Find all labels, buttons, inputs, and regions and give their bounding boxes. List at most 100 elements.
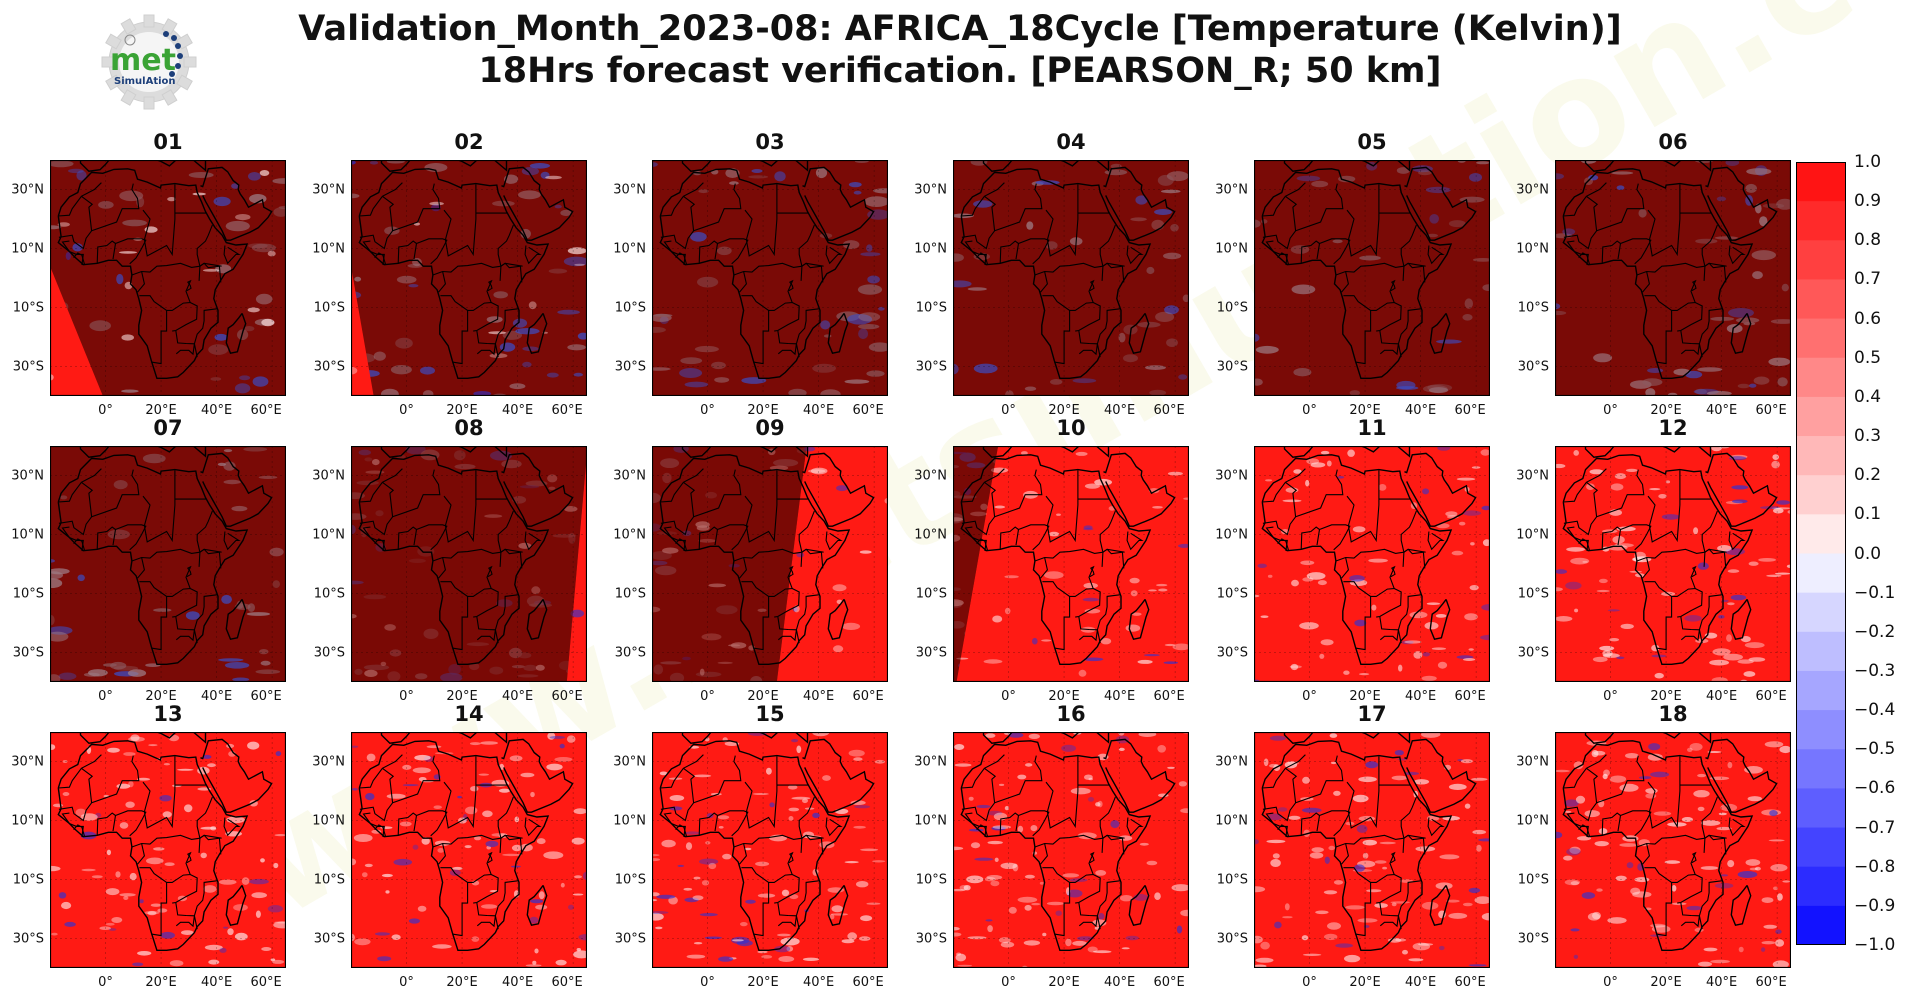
lon-tick-label: 60°E (250, 689, 282, 704)
colorbar-segment (1796, 710, 1846, 750)
panel-title: 02 (454, 130, 484, 154)
lon-tick-label: 40°E (501, 975, 534, 990)
lon-tick-label: 60°E (852, 975, 884, 990)
map-panel: 01 30°N 10°N 10°S 30°S 0° 20°E 40°E 60°E (11, 130, 286, 418)
lon-tick-label: 20°E (1349, 689, 1381, 704)
lat-tick-label: 30°N (11, 468, 44, 483)
map-field (953, 732, 1189, 968)
lat-tick-label: 10°S (915, 872, 947, 887)
lat-tick-label: 10°N (1516, 527, 1549, 542)
colorbar-tick-label: −1.0 (1854, 935, 1896, 955)
colorbar-tick-label: 0.5 (1854, 347, 1882, 368)
lon-tick-label: 0° (98, 975, 113, 990)
lon-tick-label: 20°E (747, 403, 779, 418)
lat-tick-label: 10°S (1216, 872, 1248, 887)
lat-tick-label: 10°N (914, 527, 947, 542)
colorbar-tick-label: 0.0 (1854, 543, 1882, 564)
map-panel: 12 30°N 10°N 10°S 30°S 0° 20°E 40°E 60°E (1516, 416, 1791, 704)
lon-tick-label: 20°E (1650, 689, 1682, 704)
lon-tick-label: 0° (700, 689, 715, 704)
map-panel: 10 30°N 10°N 10°S 30°S 0° 20°E 40°E 60°E (914, 416, 1189, 704)
map-field (652, 732, 888, 968)
colorbar-segment (1796, 318, 1846, 359)
lon-tick-label: 0° (1001, 689, 1016, 704)
lat-tick-label: 10°N (11, 527, 44, 542)
lon-tick-label: 60°E (250, 403, 282, 418)
panel-title: 01 (153, 130, 183, 154)
colorbar-segment (1796, 396, 1846, 437)
lon-tick-label: 40°E (802, 689, 835, 704)
lat-tick-label: 10°S (12, 586, 44, 601)
map-panel: 07 30°N 10°N 10°S 30°S 0° 20°E 40°E 60°E (11, 416, 286, 704)
map-field (1254, 446, 1490, 682)
lat-tick-label: 30°S (313, 931, 345, 946)
colorbar-segment (1796, 475, 1846, 515)
lon-tick-label: 60°E (1755, 689, 1787, 704)
svg-text:met: met (110, 43, 176, 78)
lon-tick-label: 20°E (446, 975, 478, 990)
lat-tick-label: 10°N (312, 241, 345, 256)
panel-title: 18 (1658, 702, 1688, 726)
colorbar-tick-label: −0.6 (1854, 778, 1896, 799)
panel-title: 09 (755, 416, 785, 440)
lon-tick-label: 20°E (1349, 975, 1381, 990)
lat-tick-label: 10°N (914, 241, 947, 256)
colorbar-tick-label: −0.8 (1854, 856, 1896, 877)
lat-tick-label: 30°S (1216, 359, 1248, 374)
lon-tick-label: 60°E (1153, 975, 1185, 990)
lat-tick-label: 30°N (1516, 754, 1549, 769)
panel-title: 13 (153, 702, 183, 726)
lat-tick-label: 10°S (915, 586, 947, 601)
map-field (351, 446, 587, 682)
lon-tick-label: 0° (399, 403, 414, 418)
map-field (351, 732, 587, 968)
map-panel: 09 30°N 10°N 10°S 30°S 0° 20°E 40°E 60°E (613, 416, 888, 704)
lon-tick-label: 40°E (1404, 403, 1437, 418)
lon-tick-label: 20°E (747, 689, 779, 704)
lon-tick-label: 0° (399, 689, 414, 704)
map-panel: 04 30°N 10°N 10°S 30°S 0° 20°E 40°E 60°E (914, 130, 1189, 418)
colorbar-tick-label: 0.3 (1854, 426, 1882, 447)
map-field (652, 160, 888, 396)
lon-tick-label: 0° (98, 689, 113, 704)
colorbar-segment (1796, 436, 1846, 476)
map-panel: 08 30°N 10°N 10°S 30°S 0° 20°E 40°E 60°E (312, 416, 587, 704)
colorbar-tick-label: 0.6 (1854, 308, 1882, 329)
lon-tick-label: 20°E (446, 403, 478, 418)
lat-tick-label: 10°S (313, 586, 345, 601)
colorbar-tick-label: −0.3 (1854, 660, 1896, 681)
lat-tick-label: 10°S (12, 872, 44, 887)
lon-tick-label: 0° (700, 975, 715, 990)
lat-tick-label: 10°S (614, 586, 646, 601)
lon-tick-label: 0° (399, 975, 414, 990)
colorbar-segment (1796, 279, 1846, 320)
colorbar-tick-label: −0.5 (1854, 739, 1896, 760)
lon-tick-label: 20°E (145, 403, 177, 418)
lon-tick-label: 0° (1302, 689, 1317, 704)
lat-tick-label: 30°N (312, 468, 345, 483)
colorbar-tick-label: −0.2 (1854, 621, 1896, 642)
colorbar-tick-label: 0.9 (1854, 191, 1882, 212)
lat-tick-label: 30°N (613, 182, 646, 197)
lat-tick-label: 30°N (11, 754, 44, 769)
colorbar-tick-label: 0.1 (1854, 504, 1882, 525)
map-field (50, 732, 286, 968)
lat-tick-label: 10°S (1517, 586, 1549, 601)
lon-tick-label: 20°E (1048, 975, 1080, 990)
lon-tick-label: 60°E (1454, 975, 1486, 990)
lat-tick-label: 10°N (11, 813, 44, 828)
map-panel: 03 30°N 10°N 10°S 30°S 0° 20°E 40°E 60°E (613, 130, 888, 418)
colorbar-tick-label: −0.1 (1854, 582, 1896, 603)
lat-tick-label: 30°S (614, 931, 646, 946)
colorbar-tick-label: −0.9 (1854, 895, 1896, 916)
lat-tick-label: 30°S (1517, 645, 1549, 660)
colorbar-segment (1796, 553, 1846, 594)
lat-tick-label: 30°S (313, 359, 345, 374)
lon-tick-label: 20°E (145, 975, 177, 990)
lon-tick-label: 40°E (802, 403, 835, 418)
lon-tick-label: 40°E (200, 689, 233, 704)
lon-tick-label: 60°E (551, 689, 583, 704)
colorbar-segment (1796, 670, 1846, 711)
map-panel: 02 30°N 10°N 10°S 30°S 0° 20°E 40°E 60°E (312, 130, 587, 418)
lon-tick-label: 20°E (1650, 975, 1682, 990)
